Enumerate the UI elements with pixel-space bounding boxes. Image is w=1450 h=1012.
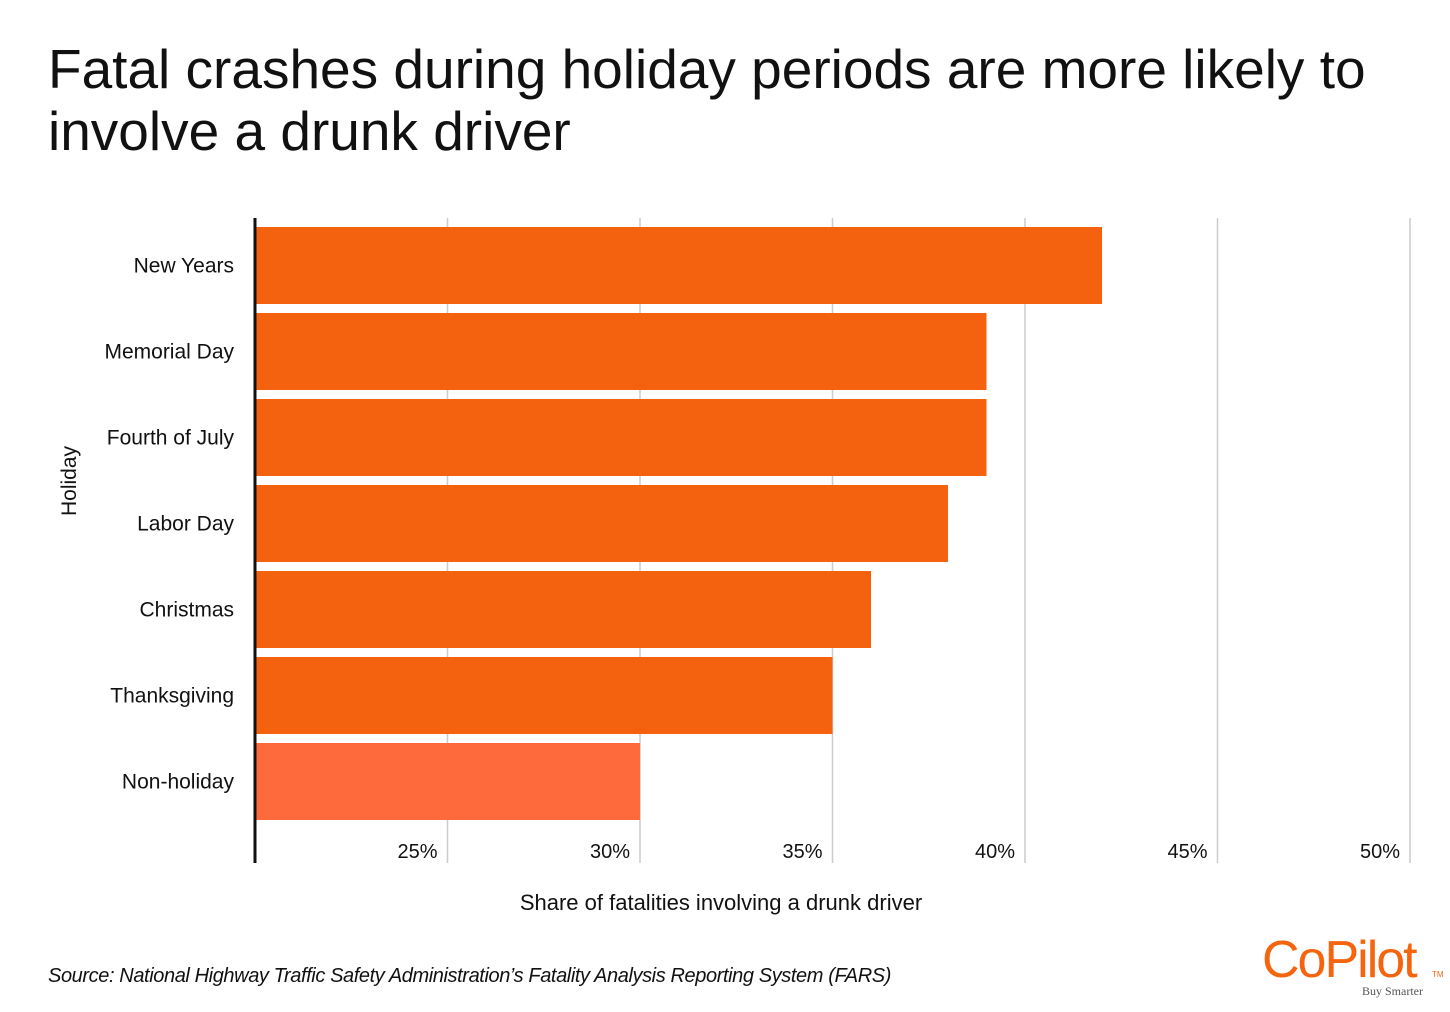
x-tick-label: 35% bbox=[782, 841, 822, 863]
category-label: Non-holiday bbox=[122, 771, 235, 794]
category-label: Labor Day bbox=[137, 513, 234, 536]
category-label: Christmas bbox=[139, 599, 234, 622]
x-tick-label: 30% bbox=[590, 841, 630, 863]
category-label: New Years bbox=[134, 255, 234, 278]
logo-wordmark: CoPilot bbox=[1262, 931, 1418, 989]
bar bbox=[255, 743, 640, 820]
y-axis-title-wrap: Holiday bbox=[40, 440, 100, 640]
x-tick-label: 25% bbox=[397, 841, 437, 863]
x-tick-labels: 25% 30% 35% 40% 45% 50% bbox=[397, 841, 1400, 863]
copilot-logo: CoPilot TM Buy Smarter bbox=[1262, 930, 1444, 1000]
y-axis-title: Holiday bbox=[58, 445, 81, 517]
bar bbox=[255, 399, 987, 476]
chart-title: Fatal crashes during holiday periods are… bbox=[48, 38, 1366, 162]
logo-trademark: TM bbox=[1432, 970, 1444, 979]
bar bbox=[255, 571, 871, 648]
category-label: Fourth of July bbox=[107, 427, 235, 450]
x-tick-label: 45% bbox=[1167, 841, 1207, 863]
category-label: Memorial Day bbox=[104, 341, 234, 364]
x-tick-label: 40% bbox=[975, 841, 1015, 863]
bar bbox=[255, 313, 987, 390]
category-label: Thanksgiving bbox=[110, 685, 234, 708]
category-labels: New Years Memorial Day Fourth of July Labor… bbox=[104, 255, 234, 794]
bars bbox=[255, 227, 1102, 820]
x-axis-title: Share of fatalities involving a drunk dr… bbox=[519, 890, 923, 915]
logo-tagline: Buy Smarter bbox=[1362, 984, 1423, 998]
bar bbox=[255, 227, 1102, 304]
source-note: Source: National Highway Traffic Safety … bbox=[48, 965, 891, 987]
bar bbox=[255, 485, 948, 562]
x-tick-label: 50% bbox=[1360, 841, 1400, 863]
bar bbox=[255, 657, 833, 734]
